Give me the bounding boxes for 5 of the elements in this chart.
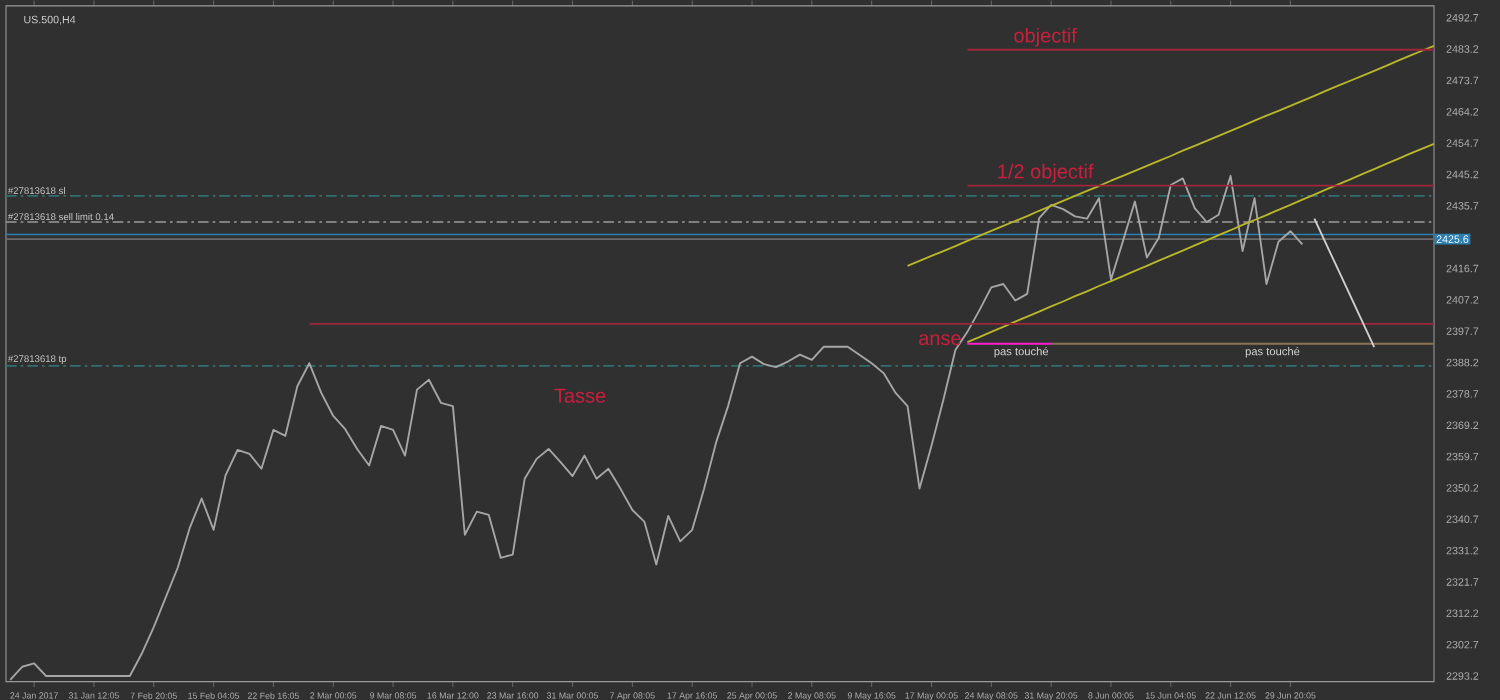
annotation: Tasse: [554, 388, 606, 403]
line-series: [1313, 217, 1376, 348]
annotation: anse: [919, 334, 961, 346]
annotation: objectif: [1014, 27, 1077, 47]
annotation: 1/2 objectif: [998, 163, 1094, 183]
